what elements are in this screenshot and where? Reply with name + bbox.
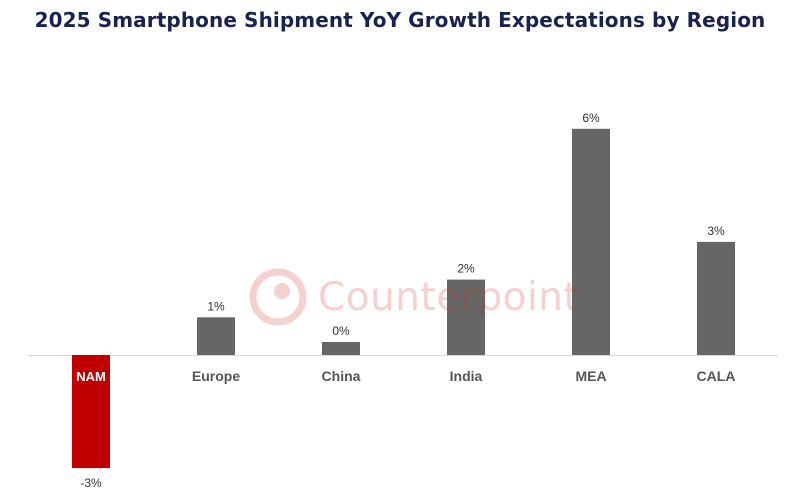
bar-india [447,279,485,355]
data-label-mea: 6% [582,111,600,125]
category-label-india: India [450,368,483,384]
watermark: Counterpoint [248,262,579,332]
bar-cala [697,241,735,355]
data-label-china: 0% [332,324,350,338]
category-label-europe: Europe [192,368,240,384]
category-label-cala: CALA [697,368,736,384]
bar-mea [572,128,610,355]
category-label-nam: NAM [76,369,106,384]
counterpoint-logo-icon [249,268,307,326]
data-label-cala: 3% [707,224,725,238]
bar-europe [197,317,235,355]
category-label-mea: MEA [575,368,606,384]
data-label-india: 2% [457,262,475,276]
chart-title: 2025 Smartphone Shipment YoY Growth Expe… [34,8,766,32]
bar-nam [72,355,110,469]
data-label-nam: -3% [80,476,102,490]
data-label-europe: 1% [207,299,225,313]
category-label-china: China [322,368,361,384]
bar-china [322,342,360,355]
watermark-text: Counterpoint [318,274,580,320]
